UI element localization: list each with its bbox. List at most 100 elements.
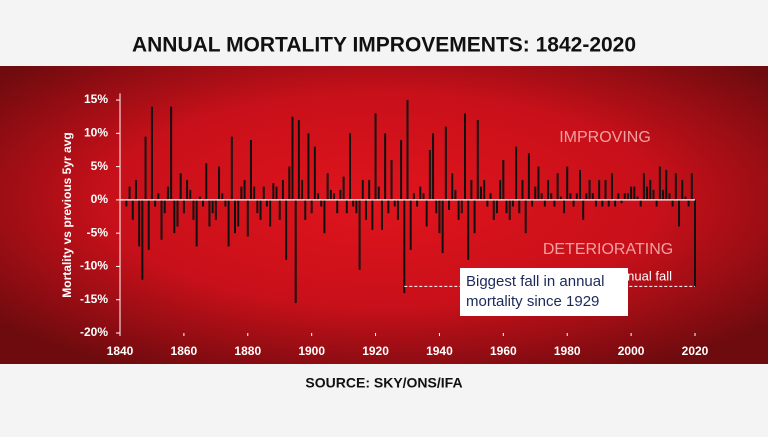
bar: [186, 179, 189, 200]
callout-box: [460, 268, 628, 316]
bar: [237, 199, 240, 227]
bar: [342, 176, 345, 200]
y-tick-label: -10%: [80, 259, 108, 273]
bar: [671, 199, 674, 207]
bar: [457, 199, 460, 220]
bar: [281, 179, 284, 200]
bar: [681, 179, 684, 200]
bar: [336, 199, 339, 214]
bar: [646, 186, 649, 200]
bar: [128, 186, 131, 200]
x-tick-label: 1940: [426, 344, 453, 358]
bar: [662, 189, 665, 200]
bar: [326, 173, 329, 200]
bar: [566, 166, 569, 200]
x-tick-label: 1900: [298, 344, 325, 358]
bar: [483, 179, 486, 200]
bar: [307, 133, 310, 200]
bar: [508, 199, 511, 220]
bar: [355, 199, 358, 214]
bar: [227, 199, 230, 247]
bar: [658, 166, 661, 200]
bar: [339, 189, 342, 200]
bar: [441, 199, 444, 254]
bar: [527, 153, 530, 200]
bar: [333, 193, 336, 200]
bar: [259, 199, 262, 220]
y-tick-label: 0%: [91, 192, 109, 206]
bar: [396, 199, 399, 220]
bar: [687, 199, 690, 207]
bar: [262, 186, 265, 200]
bar: [150, 106, 153, 200]
bar: [285, 199, 288, 260]
bar: [579, 169, 581, 200]
callout: nnual fall Biggest fall in annual mortal…: [404, 268, 695, 316]
bar: [182, 199, 185, 214]
bar: [403, 199, 406, 294]
bar: [198, 196, 201, 200]
bar: [166, 186, 169, 200]
bar: [374, 113, 377, 200]
bar: [301, 179, 304, 200]
bar: [665, 169, 668, 200]
bar: [345, 199, 348, 214]
bar: [249, 139, 252, 200]
y-tick-label: 5%: [91, 159, 109, 173]
bar: [531, 199, 534, 207]
bar: [678, 199, 681, 227]
bar: [409, 199, 412, 250]
bar: [246, 199, 249, 237]
bar: [521, 179, 524, 200]
bar: [470, 179, 473, 200]
bar: [317, 193, 320, 200]
bar: [173, 199, 176, 234]
bar: [195, 199, 198, 247]
bar: [690, 173, 693, 200]
bar: [406, 100, 409, 200]
bar: [630, 186, 633, 200]
bar: [594, 199, 597, 207]
bar: [540, 193, 543, 200]
bar: [387, 199, 390, 214]
bar: [524, 199, 527, 234]
bar: [170, 106, 173, 200]
bar: [505, 199, 508, 214]
bar: [189, 189, 192, 200]
bar: [556, 173, 559, 200]
bar: [617, 193, 620, 200]
bar: [575, 193, 578, 200]
bar: [364, 199, 367, 220]
x-tick-label: 1920: [362, 344, 389, 358]
bar: [684, 196, 687, 200]
bar: [234, 199, 236, 234]
bar: [642, 173, 645, 200]
bar: [192, 199, 195, 220]
bar: [243, 179, 246, 200]
bar: [179, 173, 182, 200]
bar: [416, 199, 419, 207]
bar: [393, 199, 396, 207]
bar: [435, 199, 438, 214]
bar: [269, 199, 272, 227]
bar: [412, 193, 415, 200]
bar: [454, 189, 457, 200]
y-tick-label: -5%: [87, 225, 109, 239]
bar: [614, 199, 617, 207]
bar: [147, 199, 150, 250]
y-tick-label: 10%: [84, 126, 108, 140]
bar: [163, 199, 166, 214]
x-tick-label: 1980: [554, 344, 581, 358]
bar: [479, 186, 482, 200]
bar: [202, 199, 205, 207]
bar: [361, 179, 364, 200]
bar: [352, 199, 355, 207]
bar: [543, 199, 546, 207]
bar: [515, 146, 518, 200]
bar: [588, 179, 591, 200]
bar: [623, 193, 626, 200]
bar: [214, 199, 217, 220]
bar: [448, 199, 451, 210]
bar: [313, 146, 316, 200]
bar: [438, 199, 441, 234]
